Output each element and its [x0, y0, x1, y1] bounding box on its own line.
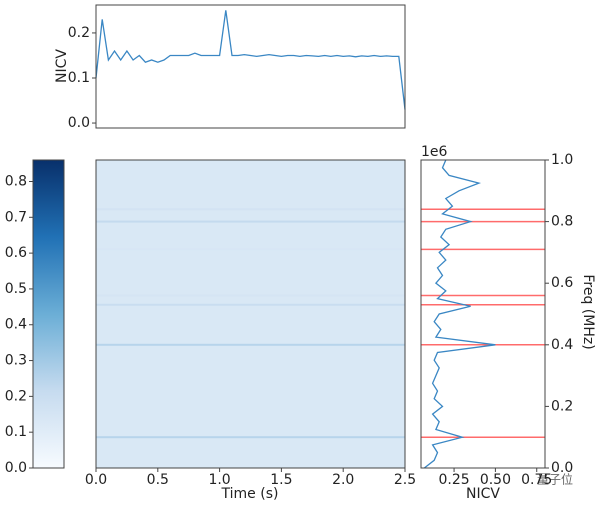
axes-frame — [32, 159, 65, 469]
y-tick-label: 0.2 — [5, 388, 27, 404]
y-tick-label: 1.0 — [551, 152, 573, 168]
y-tick-label: 0.1 — [68, 70, 90, 86]
x-axis-label: NICV — [466, 486, 500, 502]
heatmap-row — [96, 208, 405, 211]
x-tick-label: 1.0 — [208, 472, 230, 488]
heatmap-row — [96, 303, 405, 306]
y-tick-label: 0.2 — [68, 25, 90, 41]
x-tick-label: 0.0 — [85, 472, 107, 488]
y-tick-label: 0.8 — [5, 173, 27, 189]
y-axis-label: NICV — [54, 49, 70, 83]
data-line — [95, 10, 406, 110]
y-tick-label: 0.4 — [5, 317, 27, 333]
y-tick-label: 0.4 — [551, 337, 573, 353]
y-tick-label: 0.7 — [5, 209, 27, 225]
heatmap-row — [96, 248, 405, 251]
heatmap-background — [96, 160, 405, 468]
y-tick-label: 0.8 — [551, 214, 573, 230]
y-tick-label: 0.1 — [5, 424, 27, 440]
x-tick-label: 2.5 — [394, 472, 416, 488]
y-tick-label: 0.2 — [551, 398, 573, 414]
y-tick-label: 0.0 — [5, 460, 27, 476]
y-tick-label: 0.3 — [5, 353, 27, 369]
data-line — [423, 159, 496, 469]
watermark: 量子位 — [537, 472, 573, 487]
x-tick-label: 1.5 — [270, 472, 292, 488]
axes-frame — [95, 159, 406, 469]
y-tick-label: 0.0 — [551, 460, 573, 476]
x-tick-label: 0.50 — [480, 472, 511, 488]
y-tick-label: 0.6 — [551, 275, 573, 291]
axes-frame — [420, 159, 546, 469]
y-tick-label: 0.6 — [5, 245, 27, 261]
y-tick-label: 0.0 — [68, 115, 90, 131]
x-tick-label: 2.0 — [332, 472, 354, 488]
heatmap-row — [96, 220, 405, 223]
x-tick-label: 0.75 — [521, 472, 552, 488]
x-tick-label: 0.5 — [147, 472, 169, 488]
heatmap-row — [96, 436, 405, 439]
heatmap-row — [96, 294, 405, 297]
colorbar — [33, 160, 64, 468]
axes-frame — [95, 4, 406, 129]
heatmap-row — [96, 343, 405, 346]
x-axis-label: Time (s) — [221, 486, 279, 502]
offset-label: 1e6 — [421, 144, 448, 160]
y-tick-label: 0.5 — [5, 281, 27, 297]
x-tick-label: 0.25 — [438, 472, 469, 488]
y-axis-label: Freq (MHz) — [580, 274, 596, 349]
